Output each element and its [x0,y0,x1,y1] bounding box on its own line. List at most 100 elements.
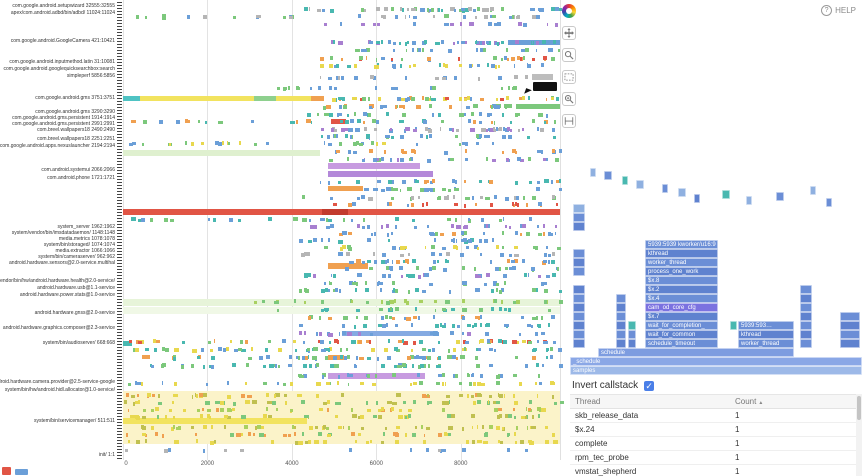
color-scheme-button[interactable] [562,4,576,18]
flame-bar[interactable] [826,198,832,207]
flame-bar[interactable]: worker_thread [738,339,794,348]
process-label[interactable]: 5856:5856 simpleperf [66,73,115,79]
table-scrollbar[interactable] [856,394,862,476]
flame-bar[interactable] [573,339,585,348]
flame-bar[interactable] [573,321,585,330]
flame-bar[interactable] [800,321,812,330]
process-label[interactable]: 668:668 /system/bin/audioserver [42,340,115,346]
process-label[interactable]: android.hardware.gnss@2.0-service [34,310,115,316]
flame-bar[interactable] [800,294,812,303]
flamegraph-panel[interactable]: 5939:5939 kworker/u16:9 kthread worker_thr… [570,168,862,376]
help-button[interactable]: ? HELP [821,5,856,16]
process-label[interactable]: 31:10081 com.google.android.inputmethod.… [9,59,115,65]
flame-bar[interactable] [628,330,636,339]
search-button[interactable] [562,92,576,106]
process-label[interactable]: 2194:2194 com.google.android.apps.nexusl… [0,143,115,149]
process-label[interactable]: 511:511 /system/bin/servicemanager [34,418,115,424]
flame-bar[interactable] [840,321,860,330]
table-row[interactable]: vmstat_shepherd 1 [570,465,856,476]
flame-bar[interactable]: $x.7 [645,312,718,321]
flame-bar[interactable]: $x.4 [645,294,718,303]
flame-bar[interactable] [800,339,812,348]
flame-bar[interactable] [722,190,730,199]
flame-bar[interactable] [573,222,585,231]
process-label[interactable]: android.hardware.usb@1.1-service [37,285,115,291]
flame-bar[interactable] [573,303,585,312]
flame-bar[interactable] [746,196,752,205]
process-label[interactable]: android.hardware.power.stats@1.0-service [19,292,115,298]
process-label[interactable]: com.google.android.googlequicksearchbox:… [3,66,115,72]
flame-bar[interactable] [616,339,626,348]
process-label[interactable]: android.hardware.camera.provider@2.5-ser… [0,379,115,385]
flame-bar[interactable] [573,312,585,321]
flame-bar[interactable] [662,184,668,193]
flame-bar[interactable] [573,213,585,222]
table-row[interactable]: complete 1 [570,437,856,451]
process-label[interactable]: 962:962 /system/bin/cameraserver [38,254,115,260]
flame-bar[interactable]: 5939:593… [738,321,794,330]
invert-callstack-checkbox[interactable]: ✓ [644,380,655,391]
flame-bar[interactable]: samples [570,366,862,375]
flame-bar[interactable] [800,312,812,321]
process-label[interactable]: 1721:1721 com.android.phone [47,175,115,181]
process-label[interactable]: 1078:1078 media.metrics [58,236,115,242]
flame-bar[interactable]: 5939:5939 kworker/u16:9 [645,240,718,249]
flame-bar[interactable] [573,258,585,267]
box-select-button[interactable] [562,70,576,84]
process-label[interactable]: android.hardware.sensors@2.0-service.mul… [9,260,115,266]
flame-bar[interactable] [730,321,737,330]
pan-button[interactable] [562,26,576,40]
flame-bar[interactable]: kthread [738,330,794,339]
flame-bar[interactable]: cam_od_core_cfg [645,303,718,312]
flame-bar[interactable]: wait_for_common [645,330,718,339]
process-label[interactable]: 3751:3751 com.google.android.gms [35,95,115,101]
flame-bar[interactable] [616,303,626,312]
flame-bar[interactable]: _schedule [570,357,862,366]
process-label[interactable]: 2490:2490 com.breel.wallpapers18 [37,127,115,133]
box-zoom-button[interactable] [562,48,576,62]
column-header-thread[interactable]: Thread [570,397,730,406]
flame-bar[interactable] [616,294,626,303]
flame-bar[interactable] [800,303,812,312]
flame-bar[interactable] [573,267,585,276]
table-row[interactable]: skb_release_data 1 [570,409,856,423]
flame-bar[interactable]: schedule_timeout [645,339,718,348]
flame-bar[interactable]: $x.2 [645,285,718,294]
flame-bar[interactable]: schedule [598,348,794,357]
flame-bar[interactable] [604,171,612,180]
flame-bar[interactable] [573,294,585,303]
flame-bar[interactable] [628,321,636,330]
process-label[interactable]: 2251:2251 com.breel.wallpapers18 [37,136,115,142]
flame-bar[interactable] [573,330,585,339]
flame-bar[interactable] [678,188,686,197]
process-label[interactable]: 1962:1962 system_server [57,224,115,230]
process-label[interactable]: 3290:3290 com.google.android.gms [35,109,115,115]
process-label[interactable]: 2066:2066 com.android.systemui [41,167,115,173]
flame-bar[interactable] [616,312,626,321]
timeline-chart[interactable] [123,0,564,460]
flame-bar[interactable] [616,330,626,339]
process-label[interactable]: 11024:11024 /apex/com.android.adbd/bin/a… [10,10,115,16]
scrollbar-thumb[interactable] [857,396,861,420]
process-label[interactable]: 1914:1914 com.google.android.gms.persist… [12,115,115,121]
table-row[interactable]: $x.24 1 [570,423,856,437]
flame-bar[interactable] [810,186,816,195]
process-label[interactable]: 421:10421 com.google.android.GoogleCamer… [10,38,115,44]
flame-bar[interactable] [840,339,860,348]
process-label[interactable]: 2991:2991 com.google.android.gms.persist… [12,121,115,127]
process-label[interactable]: 1:1 /init [98,452,115,458]
table-row[interactable]: rpm_tec_probe 1 [570,451,856,465]
flame-bar[interactable] [776,192,784,201]
flame-bar[interactable] [590,168,596,177]
process-label[interactable]: 1074:1074 /system/bin/storaged [43,242,115,248]
flame-bar[interactable]: $x.8 [645,276,718,285]
flame-bar[interactable] [636,180,644,189]
column-header-count[interactable]: Count ▲ [730,397,768,406]
flame-bar[interactable] [800,285,812,294]
flame-bar[interactable] [840,312,860,321]
flame-bar[interactable]: wait_for_completion_ [645,321,718,330]
flame-bar[interactable] [616,321,626,330]
flame-bar[interactable]: process_one_work [645,267,718,276]
flame-bar[interactable] [573,204,585,213]
flame-bar[interactable] [694,194,700,203]
